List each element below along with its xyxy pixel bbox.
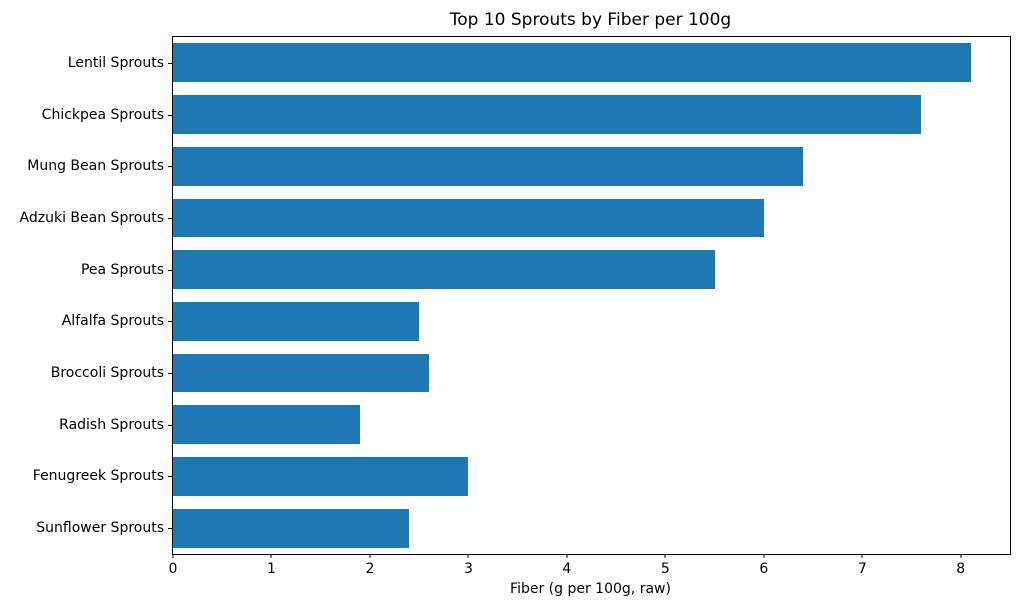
x-tick-mark: [369, 554, 371, 558]
x-tick-label: 8: [956, 561, 966, 577]
y-tick-mark: [168, 476, 172, 478]
x-tick-mark: [960, 554, 962, 558]
bar: [173, 250, 715, 290]
y-tick-label: Mung Bean Sprouts: [27, 158, 164, 175]
y-tick-mark: [168, 62, 172, 64]
y-tick-label: Broccoli Sprouts: [50, 365, 164, 382]
x-tick-label: 7: [857, 561, 867, 577]
y-tick-label: Adzuki Bean Sprouts: [19, 209, 164, 226]
x-tick-label: 6: [759, 561, 769, 577]
y-tick-mark: [168, 321, 172, 323]
x-tick-mark: [467, 554, 469, 558]
bar-row: Fenugreek Sprouts: [33, 451, 1010, 503]
plot-area: Lentil Sprouts Chickpea Sprouts Mung Bean …: [20, 36, 1011, 577]
bar-row: Mung Bean Sprouts: [27, 140, 1010, 192]
bar: [173, 146, 804, 186]
x-tick-mark: [270, 554, 272, 558]
chart-title: Top 10 Sprouts by Fiber per 100g: [449, 10, 732, 30]
x-tick-mark: [861, 554, 863, 558]
y-tick-label: Fenugreek Sprouts: [32, 468, 164, 485]
bar-row: Sunflower Sprouts: [36, 502, 1010, 554]
x-tick-label: 5: [660, 561, 670, 577]
x-tick-label: 4: [562, 561, 572, 577]
bar-row: Pea Sprouts: [81, 244, 1010, 296]
bar: [173, 95, 922, 134]
y-tick-mark: [168, 217, 172, 219]
y-tick-label: Pea Sprouts: [80, 261, 164, 278]
y-tick-mark: [168, 114, 172, 116]
bar: [173, 43, 971, 83]
bar-row: Chickpea Sprouts: [42, 89, 1010, 141]
bar-row: Alfalfa Sprouts: [62, 296, 1010, 348]
y-tick-mark: [168, 166, 172, 168]
y-tick-label: Alfalfa Sprouts: [61, 313, 164, 330]
y-tick-label: Sunflower Sprouts: [36, 520, 164, 537]
y-tick-mark: [168, 373, 172, 375]
y-tick-label: Chickpea Sprouts: [41, 106, 164, 123]
y-tick-mark: [168, 424, 172, 426]
bar: [173, 353, 430, 393]
x-tick-mark: [172, 554, 174, 558]
x-tick-mark: [763, 554, 765, 558]
x-tick-label: 2: [365, 561, 375, 577]
bar: [173, 405, 361, 445]
bar-row: Broccoli Sprouts: [51, 347, 1010, 399]
bar: [173, 457, 469, 496]
y-tick-mark: [168, 528, 172, 530]
bars-container: Lentil Sprouts Chickpea Sprouts Mung Bean …: [20, 37, 1010, 554]
x-tick-label: 1: [267, 561, 276, 577]
x-axis-label: Fiber (g per 100g, raw): [510, 581, 671, 597]
x-tick-label: 0: [168, 561, 178, 577]
x-tick-mark: [566, 554, 568, 558]
y-tick-mark: [168, 269, 172, 271]
y-tick-label: Lentil Sprouts: [67, 54, 164, 71]
y-tick-label: Radish Sprouts: [59, 416, 164, 433]
bar-row: Adzuki Bean Sprouts: [20, 192, 1010, 244]
bar: [173, 198, 764, 238]
bar: [173, 301, 420, 341]
x-tick-mark: [664, 554, 666, 558]
bar-row: Lentil Sprouts: [68, 37, 1010, 89]
x-tick-label: 3: [463, 561, 473, 577]
bar-row: Radish Sprouts: [59, 399, 1010, 451]
bar: [173, 508, 410, 548]
